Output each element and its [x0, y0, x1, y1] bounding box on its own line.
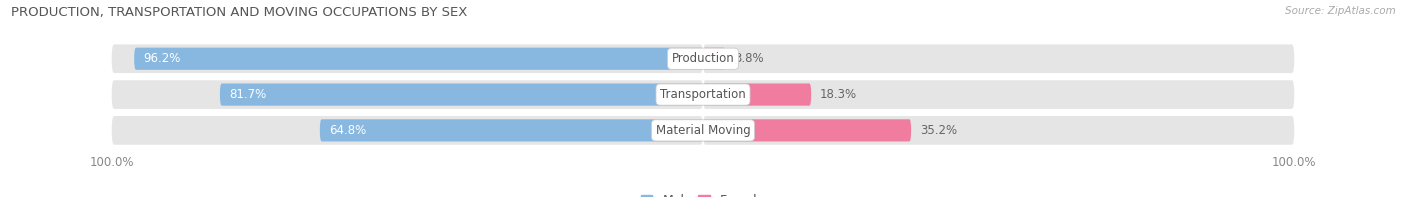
Text: 64.8%: 64.8%	[329, 124, 366, 137]
FancyBboxPatch shape	[703, 116, 1295, 145]
FancyBboxPatch shape	[134, 48, 703, 70]
Text: 81.7%: 81.7%	[229, 88, 266, 101]
Text: Transportation: Transportation	[661, 88, 745, 101]
FancyBboxPatch shape	[219, 84, 703, 106]
FancyBboxPatch shape	[703, 119, 911, 141]
Text: Material Moving: Material Moving	[655, 124, 751, 137]
Text: 35.2%: 35.2%	[920, 124, 957, 137]
FancyBboxPatch shape	[703, 44, 1295, 73]
Text: Production: Production	[672, 52, 734, 65]
Text: 96.2%: 96.2%	[143, 52, 180, 65]
Text: PRODUCTION, TRANSPORTATION AND MOVING OCCUPATIONS BY SEX: PRODUCTION, TRANSPORTATION AND MOVING OC…	[11, 6, 468, 19]
Text: 3.8%: 3.8%	[734, 52, 763, 65]
Text: 18.3%: 18.3%	[820, 88, 858, 101]
Text: Source: ZipAtlas.com: Source: ZipAtlas.com	[1285, 6, 1396, 16]
Legend: Male, Female: Male, Female	[636, 190, 770, 197]
FancyBboxPatch shape	[111, 80, 703, 109]
FancyBboxPatch shape	[703, 80, 1295, 109]
FancyBboxPatch shape	[111, 44, 703, 73]
FancyBboxPatch shape	[319, 119, 703, 141]
FancyBboxPatch shape	[703, 84, 811, 106]
FancyBboxPatch shape	[703, 48, 725, 70]
FancyBboxPatch shape	[111, 116, 703, 145]
